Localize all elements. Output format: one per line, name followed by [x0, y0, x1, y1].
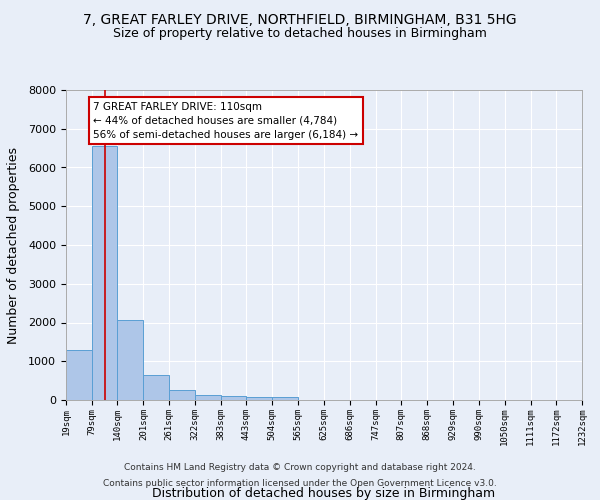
Text: Contains public sector information licensed under the Open Government Licence v3: Contains public sector information licen…: [103, 478, 497, 488]
Text: 7, GREAT FARLEY DRIVE, NORTHFIELD, BIRMINGHAM, B31 5HG: 7, GREAT FARLEY DRIVE, NORTHFIELD, BIRMI…: [83, 12, 517, 26]
Y-axis label: Number of detached properties: Number of detached properties: [7, 146, 20, 344]
Bar: [195, 395, 221, 400]
Bar: [221, 396, 247, 400]
Text: Contains HM Land Registry data © Crown copyright and database right 2024.: Contains HM Land Registry data © Crown c…: [124, 464, 476, 472]
Bar: [66, 350, 92, 400]
Bar: [92, 146, 118, 400]
Bar: [169, 390, 195, 400]
Text: Size of property relative to detached houses in Birmingham: Size of property relative to detached ho…: [113, 28, 487, 40]
Bar: [272, 398, 298, 400]
Text: 7 GREAT FARLEY DRIVE: 110sqm
← 44% of detached houses are smaller (4,784)
56% of: 7 GREAT FARLEY DRIVE: 110sqm ← 44% of de…: [93, 102, 358, 140]
Bar: [143, 375, 169, 400]
Bar: [247, 397, 272, 400]
X-axis label: Distribution of detached houses by size in Birmingham: Distribution of detached houses by size …: [152, 487, 496, 500]
Bar: [118, 320, 143, 400]
